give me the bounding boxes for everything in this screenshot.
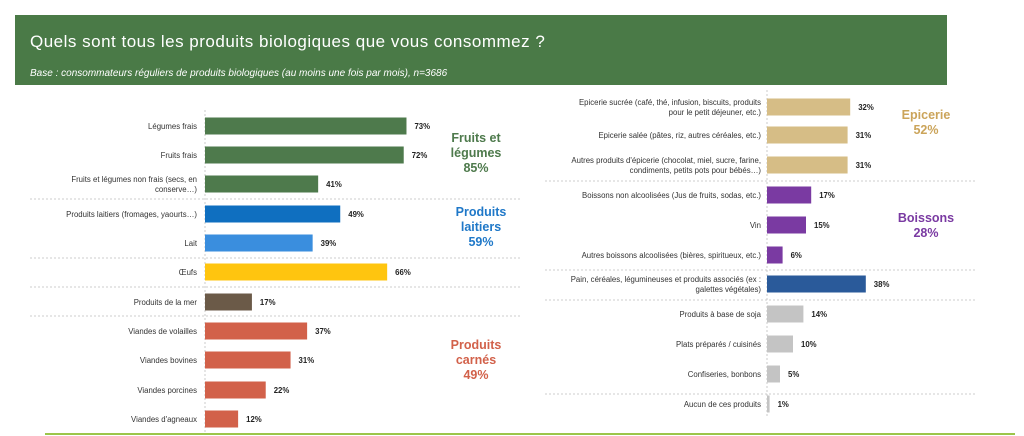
category-label: Légumes frais bbox=[148, 122, 197, 131]
value-label: 15% bbox=[814, 221, 830, 230]
value-label: 14% bbox=[811, 310, 827, 319]
bar bbox=[767, 186, 812, 204]
bar bbox=[767, 395, 770, 413]
category-label: Produits laitiers (fromages, yaourts…) bbox=[66, 210, 197, 219]
category-label: Viandes d'agneaux bbox=[131, 415, 197, 424]
bottom-divider bbox=[45, 433, 1015, 435]
bar bbox=[205, 351, 291, 369]
category-label: Autres produits d'épicerie (chocolat, mi… bbox=[571, 156, 761, 165]
value-label: 73% bbox=[414, 122, 430, 131]
value-label: 31% bbox=[299, 356, 315, 365]
value-label: 37% bbox=[315, 327, 331, 336]
category-label: Aucun de ces produits bbox=[684, 400, 761, 409]
value-label: 10% bbox=[801, 340, 817, 349]
value-label: 5% bbox=[788, 370, 799, 379]
bar bbox=[767, 365, 780, 383]
category-label: Pain, céréales, légumineuses et produits… bbox=[571, 275, 761, 284]
group-label: Boissons bbox=[898, 211, 954, 225]
bar bbox=[205, 322, 308, 340]
bar bbox=[767, 98, 851, 116]
group-label: laitiers bbox=[461, 220, 501, 234]
group-label: carnés bbox=[456, 353, 496, 367]
category-label: Produits à base de soja bbox=[680, 310, 762, 319]
value-label: 12% bbox=[246, 415, 262, 424]
bar bbox=[767, 305, 804, 323]
category-label: Confiseries, bonbons bbox=[688, 370, 761, 379]
chart-header: Quels sont tous les produits biologiques… bbox=[15, 15, 947, 85]
chart-subtitle: Base : consommateurs réguliers de produi… bbox=[30, 68, 448, 79]
category-label: galettes végétales) bbox=[696, 285, 762, 294]
group-label: Fruits et bbox=[451, 131, 501, 145]
group-label: 49% bbox=[463, 368, 488, 382]
bar bbox=[205, 146, 404, 164]
group-label: Produits bbox=[456, 205, 507, 219]
category-label: Produits de la mer bbox=[134, 298, 198, 307]
bar bbox=[205, 381, 266, 399]
value-label: 22% bbox=[274, 386, 290, 395]
value-label: 17% bbox=[819, 191, 835, 200]
bar bbox=[767, 246, 783, 264]
category-label: Epicerie sucrée (café, thé, infusion, bi… bbox=[579, 98, 761, 107]
group-label: 85% bbox=[463, 161, 488, 175]
category-label: Viandes de volailles bbox=[128, 327, 197, 336]
bar bbox=[205, 175, 319, 193]
group-label: 52% bbox=[913, 123, 938, 137]
category-label: conserve…) bbox=[155, 185, 197, 194]
category-label: pour le petit déjeuner, etc.) bbox=[669, 108, 762, 117]
value-label: 41% bbox=[326, 180, 342, 189]
category-label: Viandes bovines bbox=[140, 356, 197, 365]
value-label: 31% bbox=[856, 161, 872, 170]
value-label: 32% bbox=[858, 103, 874, 112]
group-label: Epicerie bbox=[902, 108, 951, 122]
group-label: Produits bbox=[451, 338, 502, 352]
bar bbox=[767, 216, 806, 234]
group-label: 28% bbox=[913, 226, 938, 240]
chart-title: Quels sont tous les produits biologiques… bbox=[30, 32, 546, 51]
category-label: condiments, petits pots pour bébés…) bbox=[630, 166, 762, 175]
value-label: 39% bbox=[321, 239, 337, 248]
value-label: 38% bbox=[874, 280, 890, 289]
bar bbox=[767, 335, 793, 353]
value-label: 6% bbox=[791, 251, 802, 260]
category-label: Lait bbox=[184, 239, 197, 248]
group-label: 59% bbox=[468, 235, 493, 249]
value-label: 49% bbox=[348, 210, 364, 219]
category-label: Viandes porcines bbox=[137, 386, 197, 395]
bar bbox=[205, 293, 252, 311]
category-label: Fruits et légumes non frais (secs, en bbox=[71, 175, 197, 184]
category-label: Vin bbox=[750, 221, 761, 230]
bar bbox=[767, 126, 848, 144]
bar bbox=[205, 410, 239, 428]
bar bbox=[205, 234, 313, 252]
bar bbox=[205, 263, 388, 281]
group-label: légumes bbox=[451, 146, 502, 160]
value-label: 17% bbox=[260, 298, 276, 307]
category-label: Plats préparés / cuisinés bbox=[676, 340, 761, 349]
category-label: Autres boissons alcoolisées (bières, spi… bbox=[582, 251, 762, 260]
bar bbox=[767, 275, 866, 293]
category-label: Epicerie salée (pâtes, riz, autres céréa… bbox=[598, 131, 761, 140]
bar bbox=[767, 156, 848, 174]
value-label: 1% bbox=[778, 400, 789, 409]
bar bbox=[205, 117, 407, 135]
value-label: 66% bbox=[395, 268, 411, 277]
bar bbox=[205, 205, 341, 223]
category-label: Boissons non alcoolisées (Jus de fruits,… bbox=[582, 191, 761, 200]
value-label: 31% bbox=[856, 131, 872, 140]
value-label: 72% bbox=[412, 151, 428, 160]
category-label: Œufs bbox=[179, 268, 197, 277]
category-label: Fruits frais bbox=[161, 151, 197, 160]
